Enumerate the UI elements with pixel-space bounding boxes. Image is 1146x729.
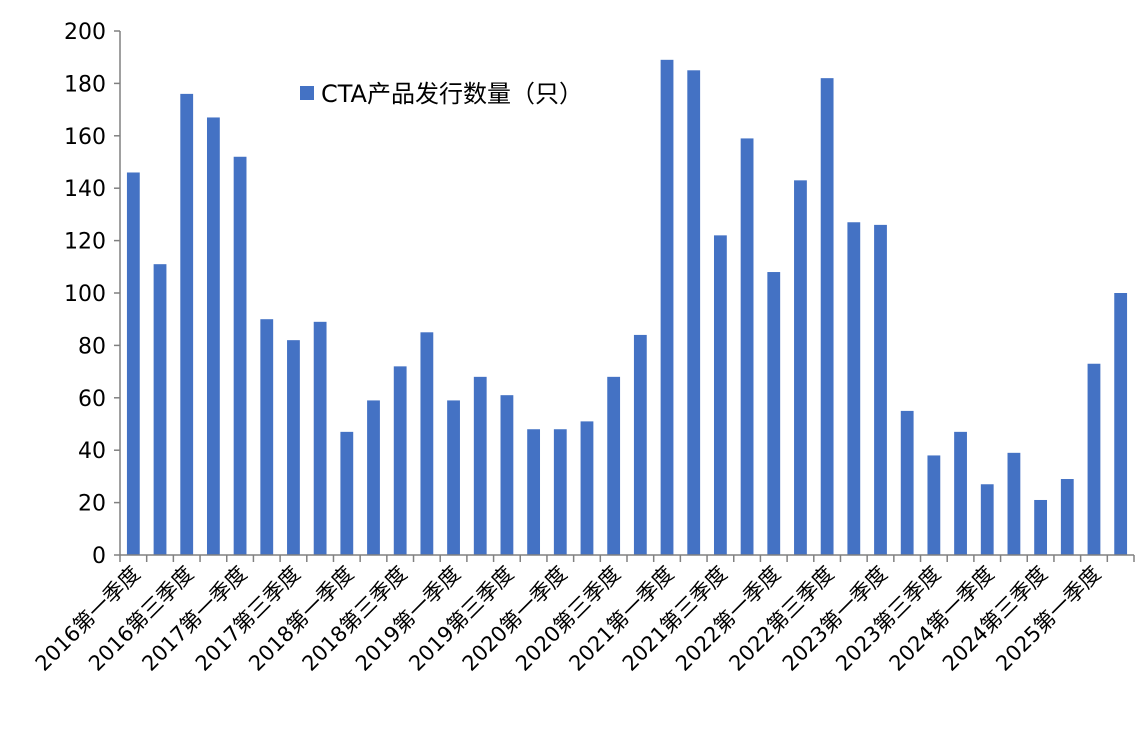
bar-2025第二季度: [1114, 293, 1128, 555]
bars: [126, 59, 1128, 556]
bar-2021第一季度: [660, 59, 674, 555]
bar-2019第二季度: [473, 376, 487, 555]
y-tick-label: 40: [78, 439, 106, 464]
bar-2018第二季度: [367, 400, 380, 555]
bar-2019第三季度: [500, 395, 514, 555]
bar-2022第二季度: [794, 180, 807, 555]
y-tick-label: 200: [64, 20, 106, 45]
bar-2023第二季度: [900, 410, 914, 555]
bar-2019第四季度: [527, 429, 541, 555]
bar-2016第二季度: [153, 264, 167, 555]
bar-2016第四季度: [206, 117, 220, 556]
y-tick-label: 140: [64, 177, 106, 202]
y-tick-label: 80: [78, 334, 106, 359]
bar-2022第三季度: [820, 78, 834, 555]
bar-2016第三季度: [180, 93, 194, 555]
bar-2024第一季度: [980, 484, 994, 555]
y-tick-label: 120: [64, 230, 106, 255]
bar-2016第一季度: [126, 172, 140, 556]
bar-2022第一季度: [767, 272, 781, 555]
y-tick-label: 180: [64, 72, 106, 97]
y-tick-label: 60: [78, 387, 106, 412]
bar-2024第三季度: [1034, 499, 1048, 555]
y-axis: 0 20 40 60 80 100 120 140 160 180 200: [64, 20, 121, 569]
bar-2017第二季度: [260, 319, 274, 555]
bar-2023第一季度: [874, 224, 887, 555]
y-tick-label: 20: [78, 492, 106, 517]
bar-2018第三季度: [393, 366, 407, 555]
bar-2023第四季度: [954, 431, 967, 555]
bar-2024第四季度: [1060, 479, 1074, 555]
bar-2017第一季度: [233, 156, 247, 555]
bar-2025第一季度: [1087, 363, 1101, 555]
bar-2017第三季度: [287, 340, 300, 555]
legend: CTA产品发行数量（只）: [300, 80, 583, 108]
x-axis: 2016第一季度2016第三季度2017第一季度2017第三季度2018第一季度…: [31, 554, 1135, 676]
bar-2020第三季度: [607, 376, 621, 555]
y-tick-label: 0: [92, 544, 106, 569]
bar-2021第二季度: [687, 70, 701, 556]
y-tick-label: 100: [64, 282, 106, 307]
bar-2019第一季度: [447, 400, 460, 555]
bar-2021第四季度: [740, 138, 754, 556]
bar-2018第四季度: [420, 332, 434, 555]
bar-2018第一季度: [340, 431, 354, 555]
legend-swatch: [300, 86, 314, 100]
y-tick-label: 160: [64, 125, 106, 150]
bar-2017第四季度: [313, 321, 327, 555]
bar-2020第一季度: [553, 429, 567, 555]
bar-2024第二季度: [1007, 452, 1021, 555]
bar-2023第三季度: [927, 455, 941, 555]
bar-2020第四季度: [633, 334, 647, 555]
bar-2021第三季度: [713, 235, 727, 556]
legend-label: CTA产品发行数量（只）: [321, 80, 583, 108]
bar-2022第四季度: [847, 222, 861, 555]
bar-2020第二季度: [580, 421, 594, 555]
